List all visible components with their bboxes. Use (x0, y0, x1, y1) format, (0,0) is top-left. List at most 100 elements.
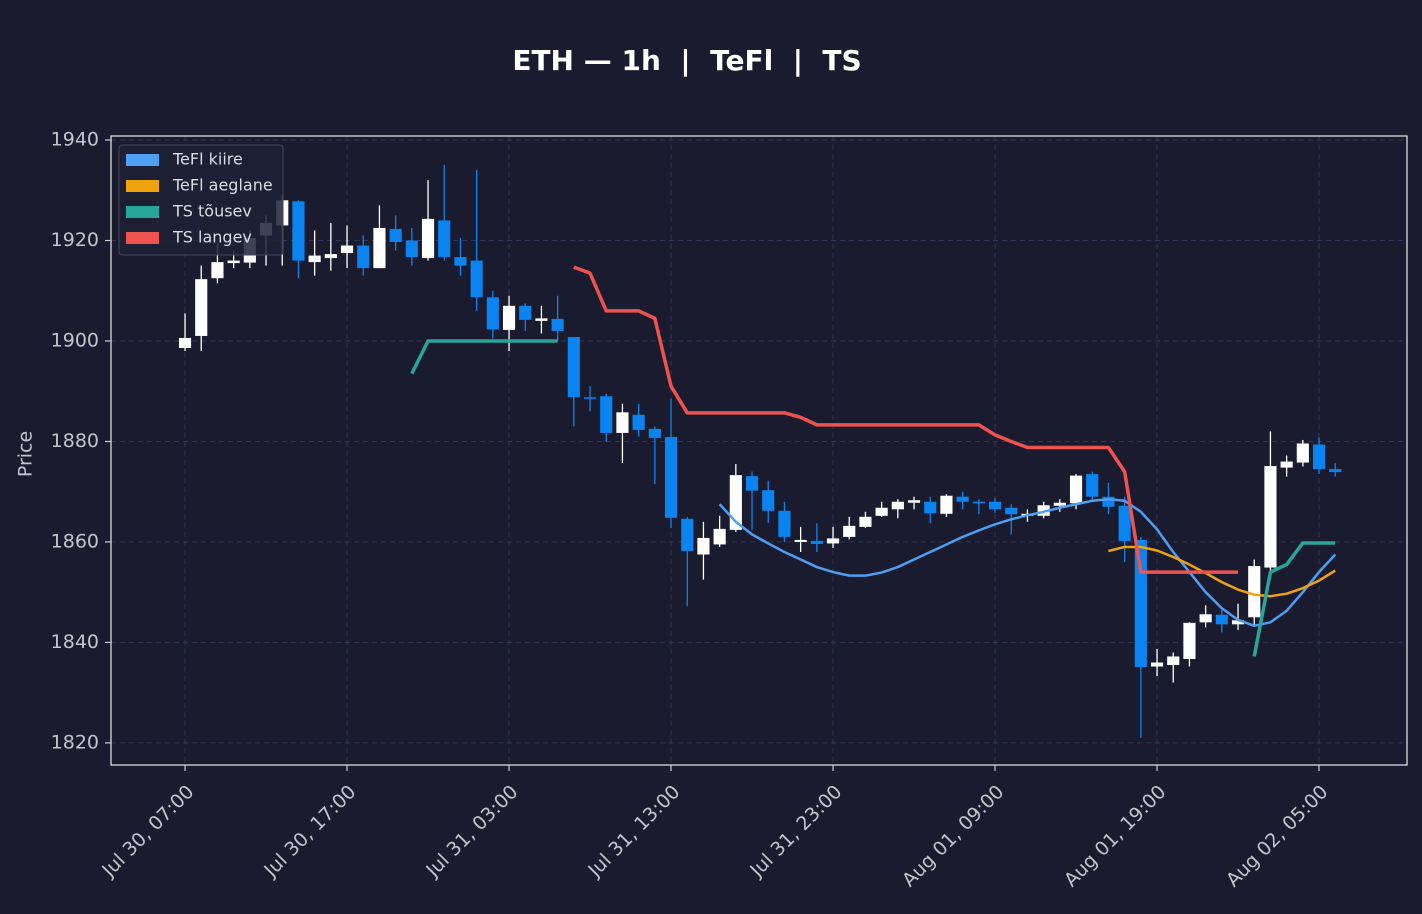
candle-body (438, 220, 451, 258)
candle-body (972, 501, 985, 504)
candle-body (1053, 502, 1066, 506)
candle-body (1118, 505, 1131, 541)
candle-body (762, 490, 775, 511)
y-tick-label: 1820 (51, 731, 99, 753)
candle-body (486, 297, 499, 330)
x-tick-label: Jul 30, 17:00 (259, 781, 360, 882)
legend-swatch (126, 180, 159, 192)
candle-body (681, 518, 694, 551)
candle-body (1280, 461, 1293, 468)
candle-body (1005, 507, 1018, 515)
candle-body (324, 254, 337, 259)
candle-body (1199, 614, 1212, 623)
candle-body (389, 228, 402, 243)
candle-body (648, 428, 661, 438)
chart-title: ETH — 1h | TeFl | TS (512, 44, 861, 77)
candle-body (697, 537, 710, 555)
y-axis-label: Price (15, 431, 37, 477)
candle-body (1167, 656, 1180, 666)
candle-body (308, 255, 321, 263)
candle-body (1231, 620, 1245, 625)
candle-body (843, 525, 856, 537)
candle-body (470, 260, 483, 298)
y-tick-label: 1920 (51, 229, 99, 251)
candle-body (1215, 614, 1228, 625)
y-tick-label: 1940 (51, 129, 99, 151)
line-series (573, 265, 1239, 574)
legend-box (118, 144, 284, 256)
candle-body (632, 414, 645, 430)
x-tick-label: Aug 01, 19:00 (1060, 781, 1170, 891)
candle-body (583, 397, 597, 399)
x-tick-label: Jul 31, 23:00 (745, 781, 846, 882)
x-tick-label: Aug 02, 05:00 (1222, 781, 1332, 891)
candle-body (1069, 475, 1083, 504)
candle-body (729, 475, 742, 530)
legend-swatch (126, 206, 159, 218)
candle-body (340, 245, 354, 254)
candle-body (421, 218, 435, 259)
candle-body (1150, 662, 1164, 667)
candle-body (794, 539, 807, 542)
candle-body (1086, 474, 1099, 497)
y-tick-label: 1840 (51, 631, 99, 653)
legend-label: TS langev (172, 228, 252, 247)
legend-label: TeFl aeglane (172, 176, 273, 195)
candle-body (907, 500, 921, 503)
y-tick-label: 1860 (51, 530, 99, 552)
candle-body (1264, 466, 1277, 568)
candle-body (600, 396, 613, 433)
plot-frame (110, 135, 1408, 766)
candle-body (810, 540, 823, 544)
candle-body (988, 501, 1002, 510)
candle-body (1329, 469, 1342, 473)
legend-label: TS tõusev (172, 202, 252, 221)
candle-body (519, 305, 532, 320)
candle-body (211, 262, 224, 279)
x-tick-label: Aug 01, 09:00 (898, 781, 1008, 891)
candle-body (292, 201, 305, 261)
candle-body (454, 257, 467, 266)
candle-body (227, 260, 240, 264)
y-tick-label: 1900 (51, 329, 99, 351)
legend-swatch (126, 154, 159, 166)
candle-body (875, 507, 888, 516)
candle-body (1183, 622, 1196, 659)
candle-body (924, 501, 937, 514)
line-series (718, 497, 1337, 628)
candle-body (713, 528, 726, 545)
x-tick-label: Jul 31, 03:00 (421, 781, 522, 882)
candle-body (664, 436, 678, 518)
candle-body (859, 516, 872, 527)
candle-body (956, 496, 969, 502)
y-tick-label: 1880 (51, 430, 99, 452)
candle-body (1312, 444, 1326, 470)
line-series (410, 339, 558, 375)
candle-body (551, 318, 564, 331)
candle-body (1134, 539, 1147, 668)
candle-body (535, 318, 548, 321)
candle-body (826, 538, 840, 544)
candle-body (567, 336, 580, 398)
candle-body (940, 495, 953, 514)
candle-body (373, 227, 386, 269)
x-tick-label: Jul 30, 07:00 (97, 781, 198, 882)
candle-body (616, 412, 629, 433)
candle-body (357, 245, 370, 269)
candle-body (178, 337, 192, 349)
candle-body (1248, 566, 1261, 618)
candle-body (405, 240, 418, 258)
candle-body (1296, 443, 1309, 463)
candle-body (1102, 496, 1115, 507)
legend-label: TeFl kiire (172, 150, 243, 169)
candle-body (745, 476, 759, 491)
candle-body (778, 510, 791, 537)
line-series (1252, 541, 1336, 657)
candle-body (891, 501, 904, 510)
x-tick-label: Jul 31, 13:00 (583, 781, 684, 882)
candle-body (195, 279, 208, 336)
legend-swatch (126, 232, 159, 244)
line-series (1108, 545, 1336, 598)
candle-body (502, 305, 516, 330)
